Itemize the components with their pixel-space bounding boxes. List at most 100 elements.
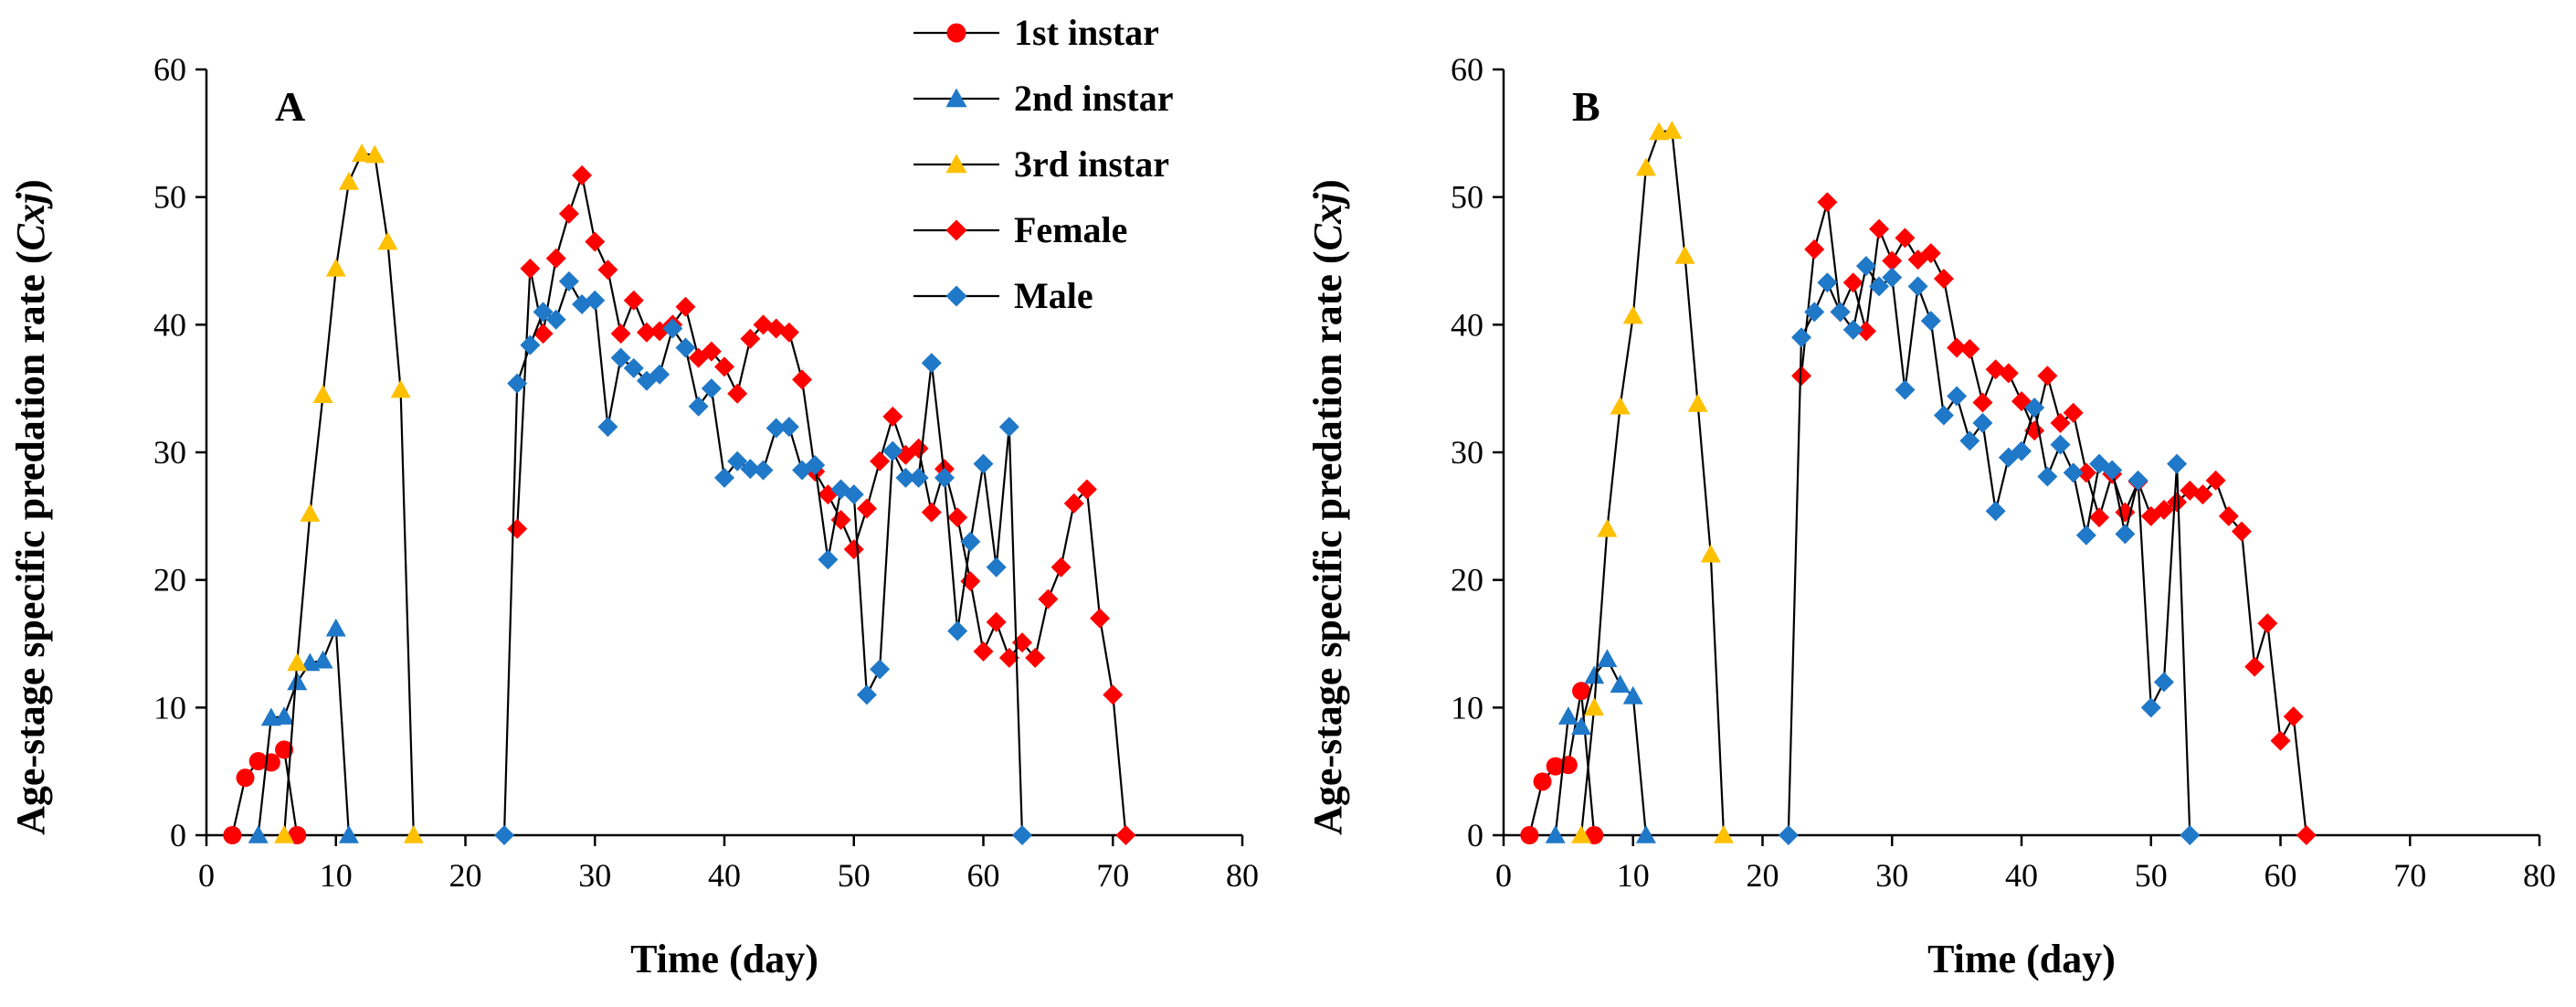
legend-label: 2nd instar	[1014, 78, 1174, 119]
x-tick-label: 40	[708, 857, 741, 894]
data-point	[2218, 505, 2239, 526]
data-point	[2140, 697, 2161, 718]
data-point	[1791, 366, 1812, 387]
data-point	[1012, 825, 1033, 845]
data-point	[1882, 267, 1903, 288]
data-point	[856, 498, 877, 519]
data-point	[1855, 256, 1876, 277]
y-tick-label: 60	[153, 51, 186, 88]
data-point	[1076, 479, 1097, 500]
data-point	[545, 309, 566, 330]
x-tick-label: 0	[1495, 857, 1512, 894]
data-point	[1713, 825, 1734, 843]
data-point	[688, 396, 709, 417]
y-tick-label: 10	[1451, 689, 1483, 726]
data-point	[1791, 327, 1812, 348]
legend-marker	[945, 285, 967, 307]
y-tick-label: 50	[1451, 179, 1483, 216]
data-point	[533, 323, 554, 344]
data-point	[2192, 484, 2213, 505]
data-point	[1115, 825, 1136, 845]
data-point	[623, 357, 644, 378]
data-point	[765, 418, 787, 439]
legend-marker	[945, 154, 967, 174]
data-point	[2283, 706, 2304, 727]
data-point	[1882, 250, 1903, 271]
data-point	[1050, 556, 1072, 578]
data-point	[1972, 412, 1993, 433]
data-point	[792, 369, 813, 390]
data-point	[1869, 276, 1890, 297]
data-point	[1635, 157, 1656, 176]
series-line	[502, 279, 1024, 836]
data-point	[2153, 672, 2174, 693]
data-point	[1947, 386, 1968, 407]
data-point	[1584, 697, 1605, 716]
legend-label: 1st instar	[1014, 12, 1159, 53]
data-point	[1817, 272, 1838, 293]
data-point	[2167, 492, 2188, 513]
x-tick-label: 10	[1617, 857, 1650, 894]
data-point	[895, 467, 916, 488]
data-point	[662, 318, 683, 339]
data-point	[1920, 311, 1941, 332]
data-point	[986, 556, 1007, 578]
data-point	[1895, 379, 1916, 400]
x-tick-label: 30	[578, 857, 611, 894]
y-tick-label: 0	[1467, 817, 1483, 853]
data-point	[1597, 518, 1618, 537]
legend-marker	[945, 219, 967, 241]
series-line	[1579, 129, 1726, 836]
x-tick-label: 80	[1226, 857, 1259, 894]
data-point	[1571, 825, 1592, 843]
data-point	[1090, 608, 1111, 629]
data-point	[2075, 462, 2096, 483]
data-point	[223, 826, 242, 844]
series-1st-instar	[1520, 682, 1604, 844]
data-point	[986, 611, 1007, 632]
x-tick-label: 20	[449, 857, 482, 894]
data-point	[2063, 462, 2084, 483]
data-point	[2089, 507, 2110, 528]
data-point	[2180, 825, 2201, 845]
y-tick-label: 40	[153, 306, 186, 343]
data-point	[947, 507, 968, 528]
data-point	[714, 356, 734, 377]
data-point	[2231, 521, 2252, 542]
data-point	[2205, 470, 2226, 491]
y-tick-label: 0	[170, 817, 186, 853]
x-tick-label: 60	[967, 857, 1000, 894]
data-point	[856, 684, 877, 705]
data-point	[649, 364, 670, 385]
data-point	[300, 504, 321, 522]
data-point	[558, 203, 579, 224]
data-point	[1557, 706, 1578, 725]
data-point	[2050, 434, 2071, 455]
data-point	[1584, 665, 1605, 684]
legend-marker	[945, 88, 967, 108]
data-point	[1869, 218, 1890, 239]
data-point	[610, 323, 631, 344]
y-tick-label: 20	[153, 562, 186, 599]
data-point	[727, 450, 748, 472]
series-1st-instar	[223, 740, 307, 844]
data-point	[1895, 228, 1916, 249]
data-point	[2063, 402, 2084, 423]
data-point	[2037, 366, 2058, 387]
series-2nd-instar	[1545, 649, 1656, 843]
data-point	[1520, 826, 1539, 844]
y-tick-label: 30	[153, 434, 186, 471]
data-point	[2115, 524, 2136, 545]
data-point	[287, 652, 308, 672]
data-point	[778, 417, 799, 438]
data-point	[908, 467, 929, 488]
data-point	[870, 450, 891, 472]
x-tick-label: 70	[2393, 857, 2426, 894]
data-point	[558, 270, 579, 292]
series-female	[507, 164, 1136, 845]
data-point	[533, 302, 554, 323]
data-point	[623, 290, 644, 311]
data-point	[947, 620, 968, 641]
data-point	[1972, 392, 1993, 413]
